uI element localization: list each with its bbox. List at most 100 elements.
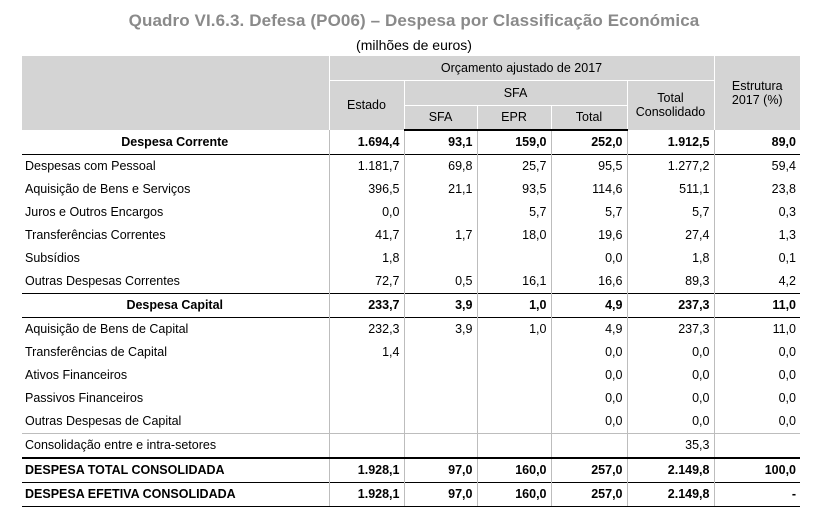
cell-estrutura: 0,1 xyxy=(713,246,800,270)
cell-estrutura: 0,0 xyxy=(713,340,800,364)
cell-epr: 160,0 xyxy=(476,481,551,507)
cell-consolidado: 2.149,8 xyxy=(626,481,714,507)
cell-total: 5,7 xyxy=(550,200,627,224)
cell-consolidado: 5,7 xyxy=(626,200,714,224)
header-orcamento: Orçamento ajustado de 2017 xyxy=(328,55,714,81)
cell-total: 0,0 xyxy=(550,363,627,387)
header-sfa: SFA xyxy=(403,105,477,131)
cell-sfa xyxy=(403,409,477,433)
cell-epr xyxy=(476,340,551,364)
table-row: Transferências de Capital 1,4 0,0 0,0 0,0 xyxy=(22,340,800,364)
cell-estrutura: 59,4 xyxy=(713,153,800,178)
cell-estado: 396,5 xyxy=(328,177,404,201)
cell-estado: 1.928,1 xyxy=(328,481,404,507)
row-label: Aquisição de Bens e Serviços xyxy=(25,182,191,196)
cell-estrutura: 0,3 xyxy=(713,200,800,224)
row-label: DESPESA EFETIVA CONSOLIDADA xyxy=(22,481,329,507)
table-row: Aquisição de Bens e Serviços 396,5 21,1 93,… xyxy=(22,177,800,201)
cell-total: 19,6 xyxy=(550,223,627,247)
cell-estado xyxy=(328,432,404,458)
table-row: Outras Despesas Correntes 72,7 0,5 16,1 16,6… xyxy=(22,269,800,293)
cell-epr: 18,0 xyxy=(476,223,551,247)
cell-consolidado: 1,8 xyxy=(626,246,714,270)
cell-estado: 232,3 xyxy=(328,316,404,341)
cell-estado: 1.181,7 xyxy=(328,153,404,178)
header-epr: EPR xyxy=(476,105,551,131)
table-row: DESPESA EFETIVA CONSOLIDADA 1.928,1 97,0 16… xyxy=(22,481,800,507)
cell-consolidado: 0,0 xyxy=(626,363,714,387)
cell-total: 257,0 xyxy=(550,481,627,507)
cell-estrutura: 4,2 xyxy=(713,269,800,293)
cell-epr: 16,1 xyxy=(476,269,551,293)
cell-consolidado: 511,1 xyxy=(626,177,714,201)
cell-epr: 93,5 xyxy=(476,177,551,201)
row-label: Outras Despesas Correntes xyxy=(25,274,180,288)
table-row: Despesas com Pessoal 1.181,7 69,8 25,7 95,5 1… xyxy=(22,153,800,178)
cell-total: 95,5 xyxy=(550,153,627,178)
cell-estrutura: 0,0 xyxy=(713,409,800,433)
row-label: Despesas com Pessoal xyxy=(22,153,329,178)
row-label: Ativos Financeiros xyxy=(25,368,128,382)
cell-estrutura: 0,0 xyxy=(713,363,800,387)
cell-sfa: 3,9 xyxy=(403,292,477,317)
cell-epr: 160,0 xyxy=(476,456,551,482)
cell-estrutura: 89,0 xyxy=(713,129,800,154)
cell-estrutura: - xyxy=(713,481,800,507)
cell-epr xyxy=(476,363,551,387)
cell-consolidado: 1.277,2 xyxy=(626,153,714,178)
cell-sfa: 69,8 xyxy=(403,153,477,178)
table-row: Ativos Financeiros 0,0 0,0 0,0 xyxy=(22,363,800,387)
cell-epr: 5,7 xyxy=(476,200,551,224)
row-label: Transferências Correntes xyxy=(25,228,166,242)
row-label: Subsídios xyxy=(25,251,80,265)
table-row: Outras Despesas de Capital 0,0 0,0 0,0 xyxy=(22,409,800,433)
table-row: Juros e Outros Encargos 0,0 5,7 5,7 5,7 0,3 xyxy=(22,200,800,224)
cell-sfa: 97,0 xyxy=(403,481,477,507)
cell-consolidado: 1.912,5 xyxy=(626,129,714,154)
cell-total: 257,0 xyxy=(550,456,627,482)
cell-estado: 1,4 xyxy=(328,340,404,364)
cell-consolidado: 35,3 xyxy=(626,432,714,458)
cell-estado xyxy=(328,409,404,433)
cell-sfa: 21,1 xyxy=(403,177,477,201)
table-row: Passivos Financeiros 0,0 0,0 0,0 xyxy=(22,386,800,410)
cell-total: 0,0 xyxy=(550,386,627,410)
cell-consolidado: 237,3 xyxy=(626,292,714,317)
cell-sfa: 1,7 xyxy=(403,223,477,247)
cell-estado: 1,8 xyxy=(328,246,404,270)
cell-sfa: 3,9 xyxy=(403,316,477,341)
cell-epr xyxy=(476,409,551,433)
cell-total: 4,9 xyxy=(550,292,627,317)
row-label: DESPESA TOTAL CONSOLIDADA xyxy=(22,456,329,482)
expenditure-table: Orçamento ajustado de 2017 Estrutura 201… xyxy=(22,55,800,507)
cell-total: 252,0 xyxy=(550,129,627,154)
cell-estado: 233,7 xyxy=(328,292,404,317)
cell-epr: 159,0 xyxy=(476,129,551,154)
row-label: Consolidação entre e intra-setores xyxy=(22,432,329,458)
cell-total: 4,9 xyxy=(550,316,627,341)
cell-estado xyxy=(328,386,404,410)
cell-total: 0,0 xyxy=(550,409,627,433)
cell-estado xyxy=(328,363,404,387)
cell-consolidado: 89,3 xyxy=(626,269,714,293)
header-blank xyxy=(22,55,329,130)
cell-sfa xyxy=(403,246,477,270)
cell-total: 0,0 xyxy=(550,246,627,270)
cell-total xyxy=(550,432,627,458)
cell-sfa: 97,0 xyxy=(403,456,477,482)
cell-total: 114,6 xyxy=(550,177,627,201)
cell-consolidado: 2.149,8 xyxy=(626,456,714,482)
table-row: Transferências Correntes 41,7 1,7 18,0 19,6 2… xyxy=(22,223,800,247)
cell-sfa xyxy=(403,363,477,387)
header-estrutura: Estrutura 2017 (%) xyxy=(713,55,800,130)
header-total-consolidado: Total Consolidado xyxy=(626,80,714,130)
row-label: Despesa Capital xyxy=(22,292,329,317)
cell-estrutura: 11,0 xyxy=(713,292,800,317)
cell-estrutura: 100,0 xyxy=(713,456,800,482)
cell-estado: 1.928,1 xyxy=(328,456,404,482)
row-label: Transferências de Capital xyxy=(25,345,167,359)
cell-estrutura: 11,0 xyxy=(713,316,800,341)
cell-sfa: 0,5 xyxy=(403,269,477,293)
row-label: Passivos Financeiros xyxy=(25,391,144,405)
table-row: Despesa Capital 233,7 3,9 1,0 4,9 237,3 11,0 xyxy=(22,292,800,317)
